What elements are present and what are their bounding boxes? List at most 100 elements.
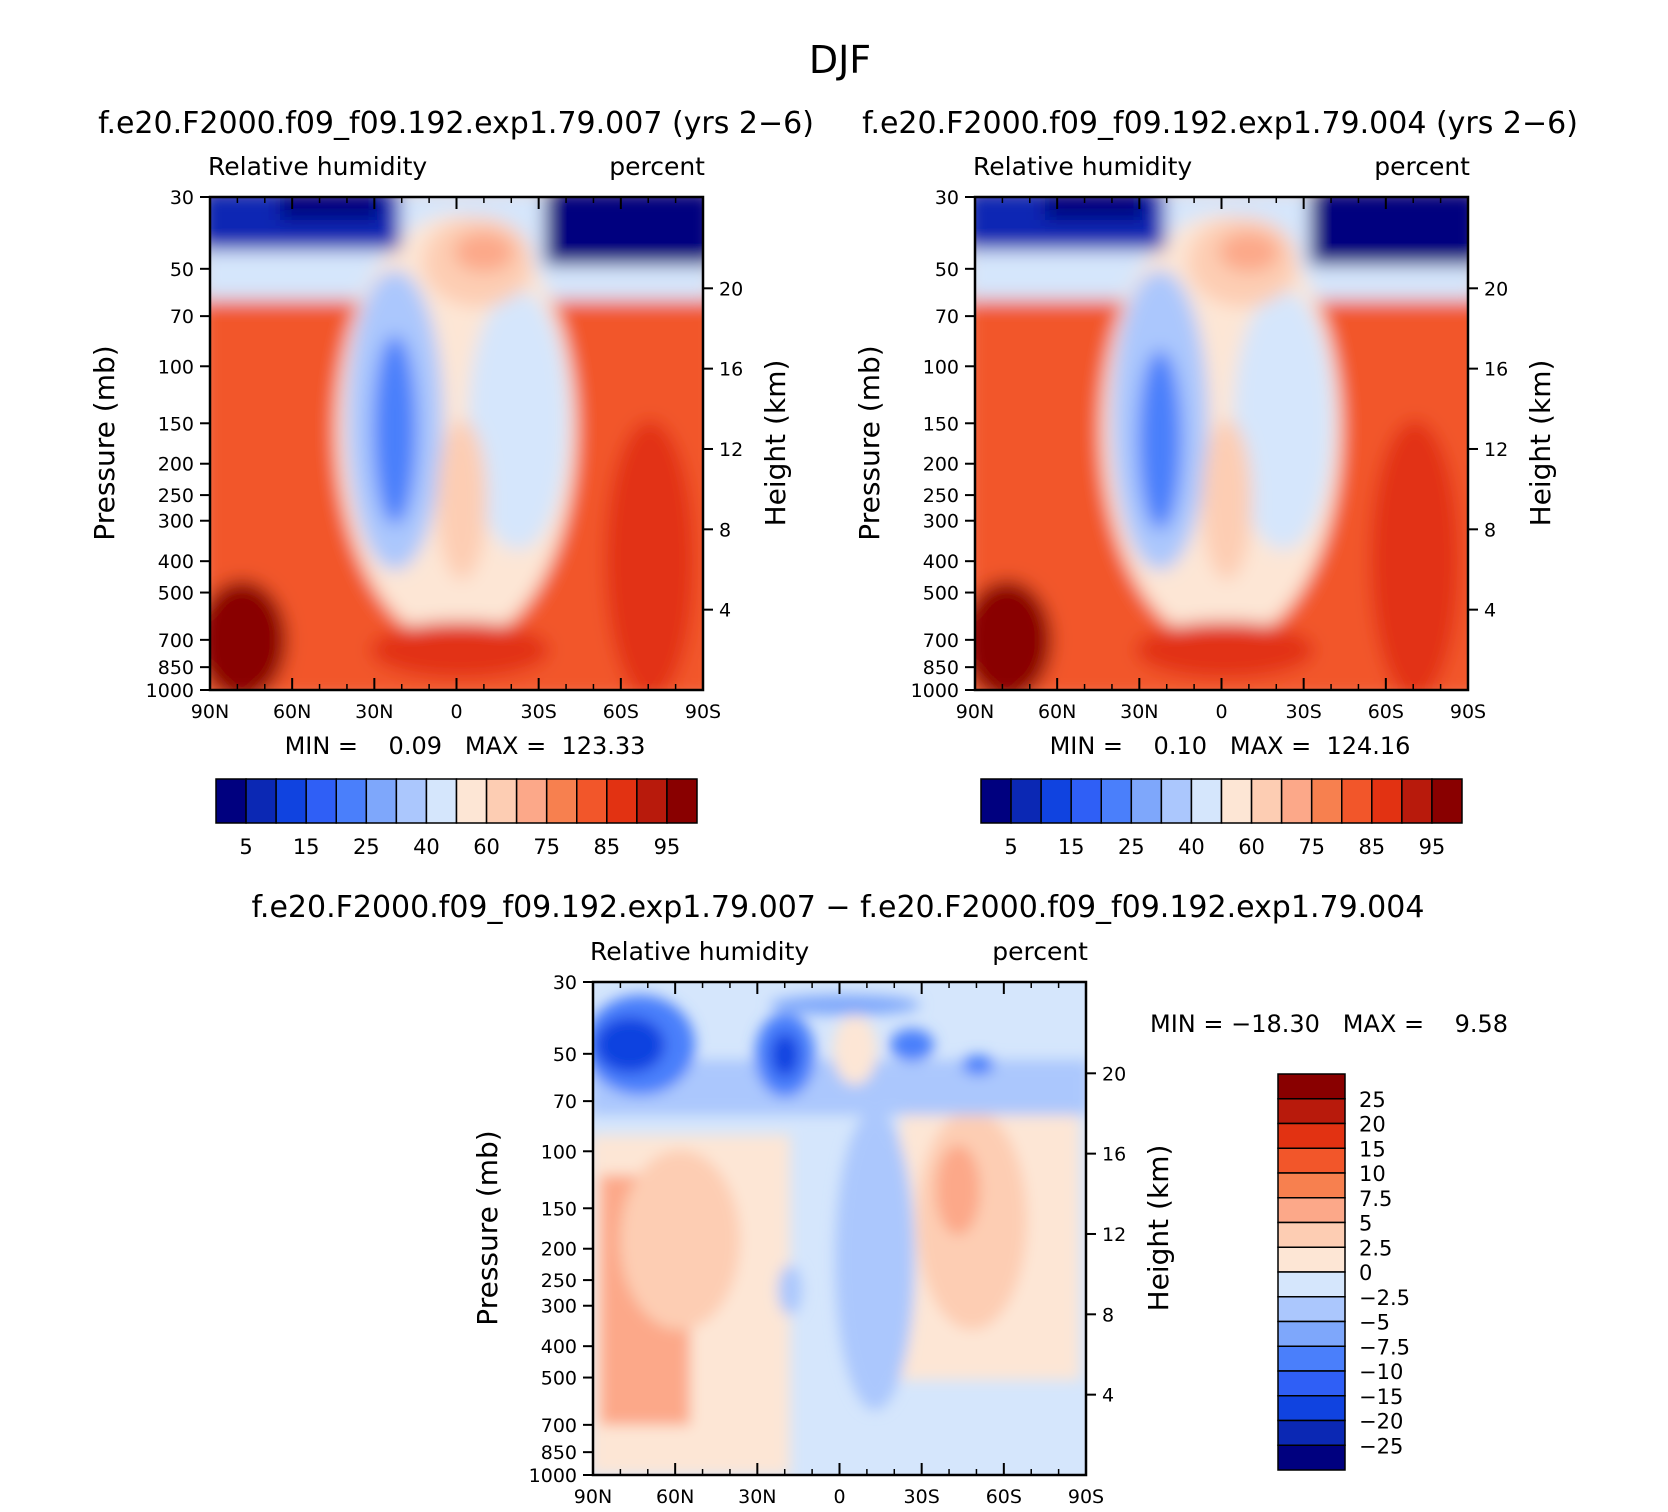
- panel-2-colorbar-box: [1040, 778, 1072, 824]
- panel-1-pressure-tick-label: 250: [158, 485, 194, 507]
- panel-2-colorbar-label: 5: [1004, 835, 1017, 859]
- panel-3-pressure-tick-label: 150: [541, 1198, 577, 1220]
- panel-1-units: percent: [609, 152, 705, 181]
- panel-3-colorbar-label: 5: [1359, 1212, 1372, 1236]
- panel-3-colorbar-label: −15: [1359, 1385, 1403, 1409]
- panel-3-x-tick-label: 30S: [904, 1486, 940, 1508]
- panel-2-colorbar-box: [1100, 778, 1133, 824]
- panel-3-x-tick-label: 90S: [1068, 1486, 1104, 1508]
- panel-3-contour-field: [593, 982, 1086, 1475]
- panel-3-colorbar-label: 20: [1359, 1113, 1386, 1137]
- panel-3-colorbar-label: −20: [1359, 1410, 1403, 1434]
- panel-3-height-label: Height (km): [1142, 1145, 1175, 1312]
- panel-2-colorbar-box: [1010, 778, 1042, 824]
- panel-2-height-tick-label: 12: [1484, 439, 1508, 461]
- panel-3-colorbar-box: [1277, 1246, 1346, 1273]
- panel-3-height-tick-label: 8: [1102, 1304, 1114, 1326]
- panel-3-colorbar-label: 10: [1359, 1162, 1386, 1186]
- panel-2-pressure-tick-label: 150: [923, 413, 959, 435]
- panel-2-colorbar-box: [1310, 778, 1343, 824]
- panel-3-pressure-tick-label: 1000: [529, 1465, 577, 1487]
- panel-3-pressure-tick-label: 400: [541, 1336, 577, 1358]
- panel-1-colorbar-label: 95: [654, 835, 681, 859]
- panel-3-colorbar-label: 15: [1359, 1137, 1386, 1161]
- panel-2-colorbar-label: 25: [1118, 835, 1145, 859]
- panel-3-pressure-tick-label: 500: [541, 1368, 577, 1390]
- panel-1-height-tick-label: 12: [719, 439, 743, 461]
- panel-3-pressure-tick-label: 100: [541, 1141, 577, 1163]
- panel-1-contour-field: [210, 197, 703, 690]
- panel-3-height-tick-label: 16: [1102, 1144, 1126, 1166]
- panel-1-x-tick-label: 30S: [521, 701, 557, 723]
- panel-3-pressure-tick-label: 700: [541, 1415, 577, 1437]
- panel-3-colorbar-box: [1277, 1320, 1346, 1347]
- panel-2-height-tick-label: 16: [1484, 359, 1508, 381]
- panel-1-colorbar-box: [335, 778, 368, 824]
- panel-3-colorbar-box: [1277, 1296, 1346, 1323]
- panel-1-colorbar: 5 15 25 40 60 75 85 95: [215, 778, 698, 859]
- panel-1-x-tick-label: 30N: [355, 701, 393, 723]
- panel-1-colorbar-box: [245, 778, 277, 824]
- panel-2-colorbar-label: 95: [1419, 835, 1446, 859]
- panel-2: f.e20.F2000.f09_f09.192.exp1.79.004 (yrs…: [853, 106, 1578, 859]
- panel-1-height-tick-label: 4: [719, 600, 731, 622]
- panel-2-colorbar-box: [1160, 778, 1193, 824]
- panel-1-colorbar-box: [515, 778, 548, 824]
- panel-1-pressure-tick-label: 150: [158, 413, 194, 435]
- panel-2-pressure-tick-label: 250: [923, 485, 959, 507]
- panel-1-x-tick-label: 90N: [191, 701, 229, 723]
- panel-2-colorbar-label: 85: [1358, 835, 1385, 859]
- panel-1-pressure-tick-label: 100: [158, 356, 194, 378]
- panel-2-pressure-tick-label: 500: [923, 583, 959, 605]
- panel-3-height-tick-label: 4: [1102, 1385, 1114, 1407]
- panel-2-pressure-tick-label: 300: [923, 511, 959, 533]
- panel-1-x-tick-label: 60S: [603, 701, 639, 723]
- panel-1-pressure-tick-label: 850: [158, 657, 194, 679]
- panel-3-colorbar-box: [1277, 1197, 1346, 1224]
- panel-1-min-max: MIN = 0.09 MAX = 123.33: [285, 732, 646, 760]
- panel-3-variable: Relative humidity: [590, 937, 809, 966]
- panel-1-pressure-tick-label: 30: [170, 187, 194, 209]
- panel-1-colorbar-box: [215, 778, 247, 824]
- panel-2-colorbar-box: [1431, 778, 1463, 824]
- panel-3-colorbar-box: [1277, 1172, 1346, 1199]
- figure-title: DJF: [809, 38, 871, 82]
- panel-3-x-tick-label: 90N: [574, 1486, 612, 1508]
- panel-3-case-title: f.e20.F2000.f09_f09.192.exp1.79.007 − f.…: [252, 890, 1425, 925]
- panel-3-colorbar-label: −10: [1359, 1360, 1403, 1384]
- panel-3-pressure-tick-label: 30: [553, 972, 577, 994]
- panel-2-x-tick-label: 30S: [1286, 701, 1322, 723]
- panel-1-pressure-label: Pressure (mb): [88, 345, 121, 540]
- panel-3-colorbar-label: 25: [1359, 1088, 1386, 1112]
- panel-2-pressure-tick-label: 50: [935, 259, 959, 281]
- panel-3-colorbar-label: 2.5: [1359, 1236, 1392, 1260]
- panel-2-colorbar-label: 75: [1298, 835, 1325, 859]
- panel-2-variable: Relative humidity: [973, 152, 1192, 181]
- panel-3-units: percent: [992, 937, 1088, 966]
- panel-3-x-tick-label: 60S: [986, 1486, 1022, 1508]
- panel-2-colorbar-box: [1130, 778, 1163, 824]
- panel-1-pressure-tick-label: 400: [158, 551, 194, 573]
- panel-3-colorbar-box: [1277, 1271, 1346, 1298]
- panel-3-colorbar-box: [1277, 1370, 1346, 1397]
- panel-1-colorbar-box: [455, 778, 488, 824]
- panel-2-colorbar-box: [1371, 778, 1403, 824]
- panel-3-colorbar-label: −5: [1359, 1311, 1390, 1335]
- panel-1-colorbar-label: 60: [473, 835, 500, 859]
- panel-2-pressure-tick-label: 70: [935, 306, 959, 328]
- panel-2-x-tick-label: 30N: [1120, 701, 1158, 723]
- panel-1-x-tick-label: 0: [450, 701, 462, 723]
- panel-2-colorbar-box: [1220, 778, 1253, 824]
- panel-2-colorbar-box: [1341, 778, 1373, 824]
- panel-1-colorbar-box: [545, 778, 578, 824]
- panel-3-x-tick-label: 30N: [738, 1486, 776, 1508]
- panel-1-pressure-tick-label: 70: [170, 306, 194, 328]
- panel-2-pressure-label: Pressure (mb): [853, 345, 886, 540]
- panel-2-pressure-tick-label: 100: [923, 356, 959, 378]
- panel-2-height-tick-label: 20: [1484, 278, 1508, 300]
- panel-3-x-tick-label: 0: [833, 1486, 845, 1508]
- panel-2-colorbar-box: [1070, 778, 1102, 824]
- panel-3-colorbar-label: −2.5: [1359, 1286, 1410, 1310]
- panel-3-colorbar-box: [1277, 1147, 1346, 1174]
